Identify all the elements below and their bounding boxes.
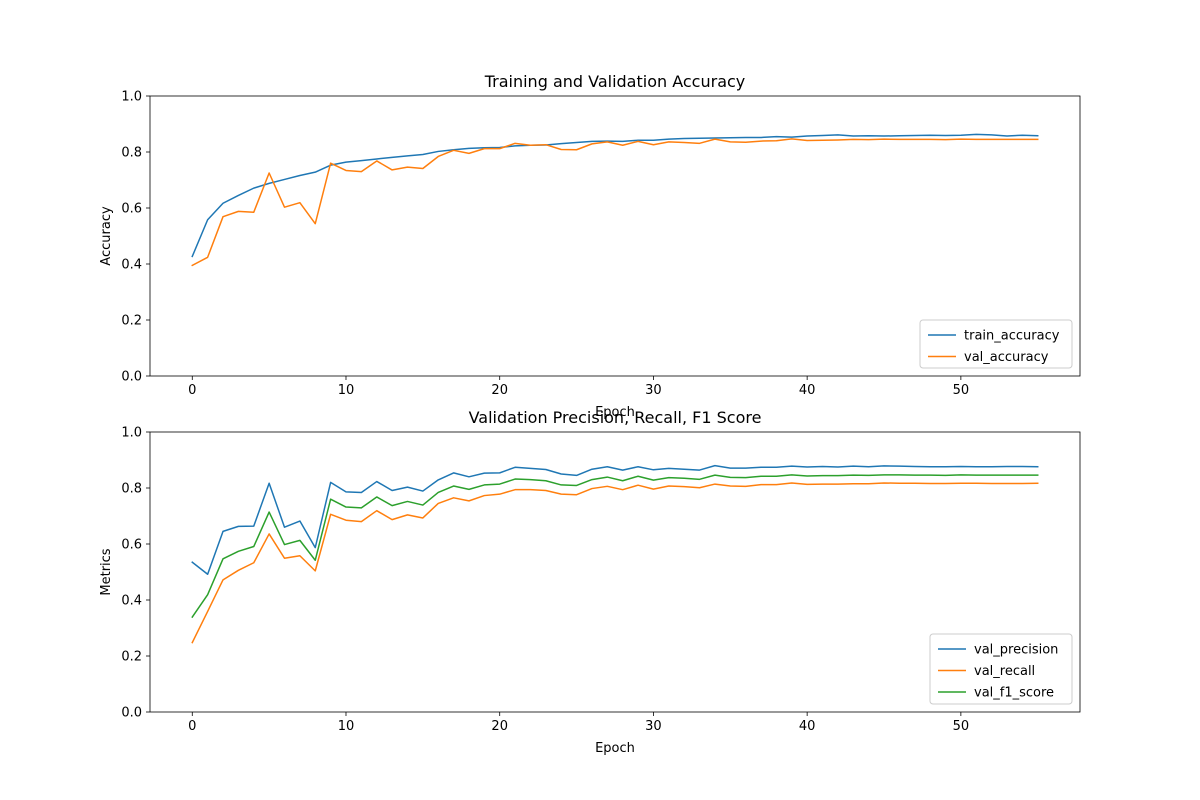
accuracy-legend-label-val_accuracy: val_accuracy	[964, 350, 1049, 365]
accuracy-x-tick-label: 20	[491, 383, 508, 398]
accuracy-axes-frame	[149, 95, 1081, 377]
metrics-legend-label-val_precision: val_precision	[974, 643, 1058, 658]
accuracy-series-line-val_accuracy	[191, 138, 1039, 267]
metrics-chart-title: Validation Precision, Recall, F1 Score	[469, 408, 762, 427]
metrics-series-line-val_precision	[191, 464, 1039, 575]
metrics-legend-label-val_f1_score: val_f1_score	[974, 686, 1054, 701]
metrics-legend-label-val_recall: val_recall	[974, 664, 1035, 679]
accuracy-chart-title: Training and Validation Accuracy	[484, 72, 746, 91]
metrics-y-tick-label: 1.0	[121, 426, 142, 441]
metrics-axes-frame	[149, 431, 1081, 713]
accuracy-x-tick-label: 0	[188, 383, 196, 398]
accuracy-y-tick-label: 0.4	[121, 258, 142, 273]
accuracy-x-tick-label: 40	[799, 383, 816, 398]
metrics-y-tick-label: 0.4	[121, 594, 142, 609]
accuracy-legend: train_accuracy val_accuracy	[919, 319, 1073, 369]
metrics-x-tick-label: 10	[338, 719, 355, 734]
accuracy-y-tick-label: 0.0	[121, 370, 142, 385]
metrics-y-axis-label: Metrics	[99, 548, 114, 595]
accuracy-x-tick-label: 50	[953, 383, 970, 398]
metrics-chart: 0 10 20 30 40 50 0.0 0.2 0.4 0.6 0.8 1.0 Validation …	[99, 408, 1081, 756]
metrics-series-line-val_recall	[191, 482, 1039, 644]
accuracy-y-tick-label: 0.8	[121, 146, 142, 161]
metrics-x-tick-label: 50	[953, 719, 970, 734]
accuracy-y-tick-label: 0.2	[121, 314, 142, 329]
accuracy-x-axis-label: Epoch	[595, 405, 635, 420]
metrics-series-line-val_f1_score	[191, 474, 1039, 619]
metrics-x-tick-label: 0	[188, 719, 196, 734]
accuracy-legend-label-train_accuracy: train_accuracy	[964, 329, 1060, 344]
metrics-legend: val_precision val_recall val_f1_score	[929, 633, 1073, 705]
metrics-x-tick-label: 20	[491, 719, 508, 734]
accuracy-y-tick-label: 1.0	[121, 90, 142, 105]
metrics-y-tick-label: 0.2	[121, 650, 142, 665]
accuracy-legend-box	[919, 319, 1073, 369]
accuracy-x-tick-label: 30	[645, 383, 662, 398]
metrics-x-tick-label: 40	[799, 719, 816, 734]
accuracy-y-tick-label: 0.6	[121, 202, 142, 217]
metrics-y-tick-label: 0.6	[121, 538, 142, 553]
accuracy-x-tick-label: 10	[338, 383, 355, 398]
metrics-legend-box	[929, 633, 1073, 705]
metrics-y-tick-label: 0.8	[121, 482, 142, 497]
accuracy-chart: 0 10 20 30 40 50 0.0 0.2 0.4 0.6 0.8 1.0 Training an…	[99, 72, 1081, 420]
accuracy-y-axis-label: Accuracy	[99, 206, 114, 266]
metrics-x-tick-label: 30	[645, 719, 662, 734]
metrics-x-axis-label: Epoch	[595, 741, 635, 756]
metrics-y-tick-label: 0.0	[121, 706, 142, 721]
